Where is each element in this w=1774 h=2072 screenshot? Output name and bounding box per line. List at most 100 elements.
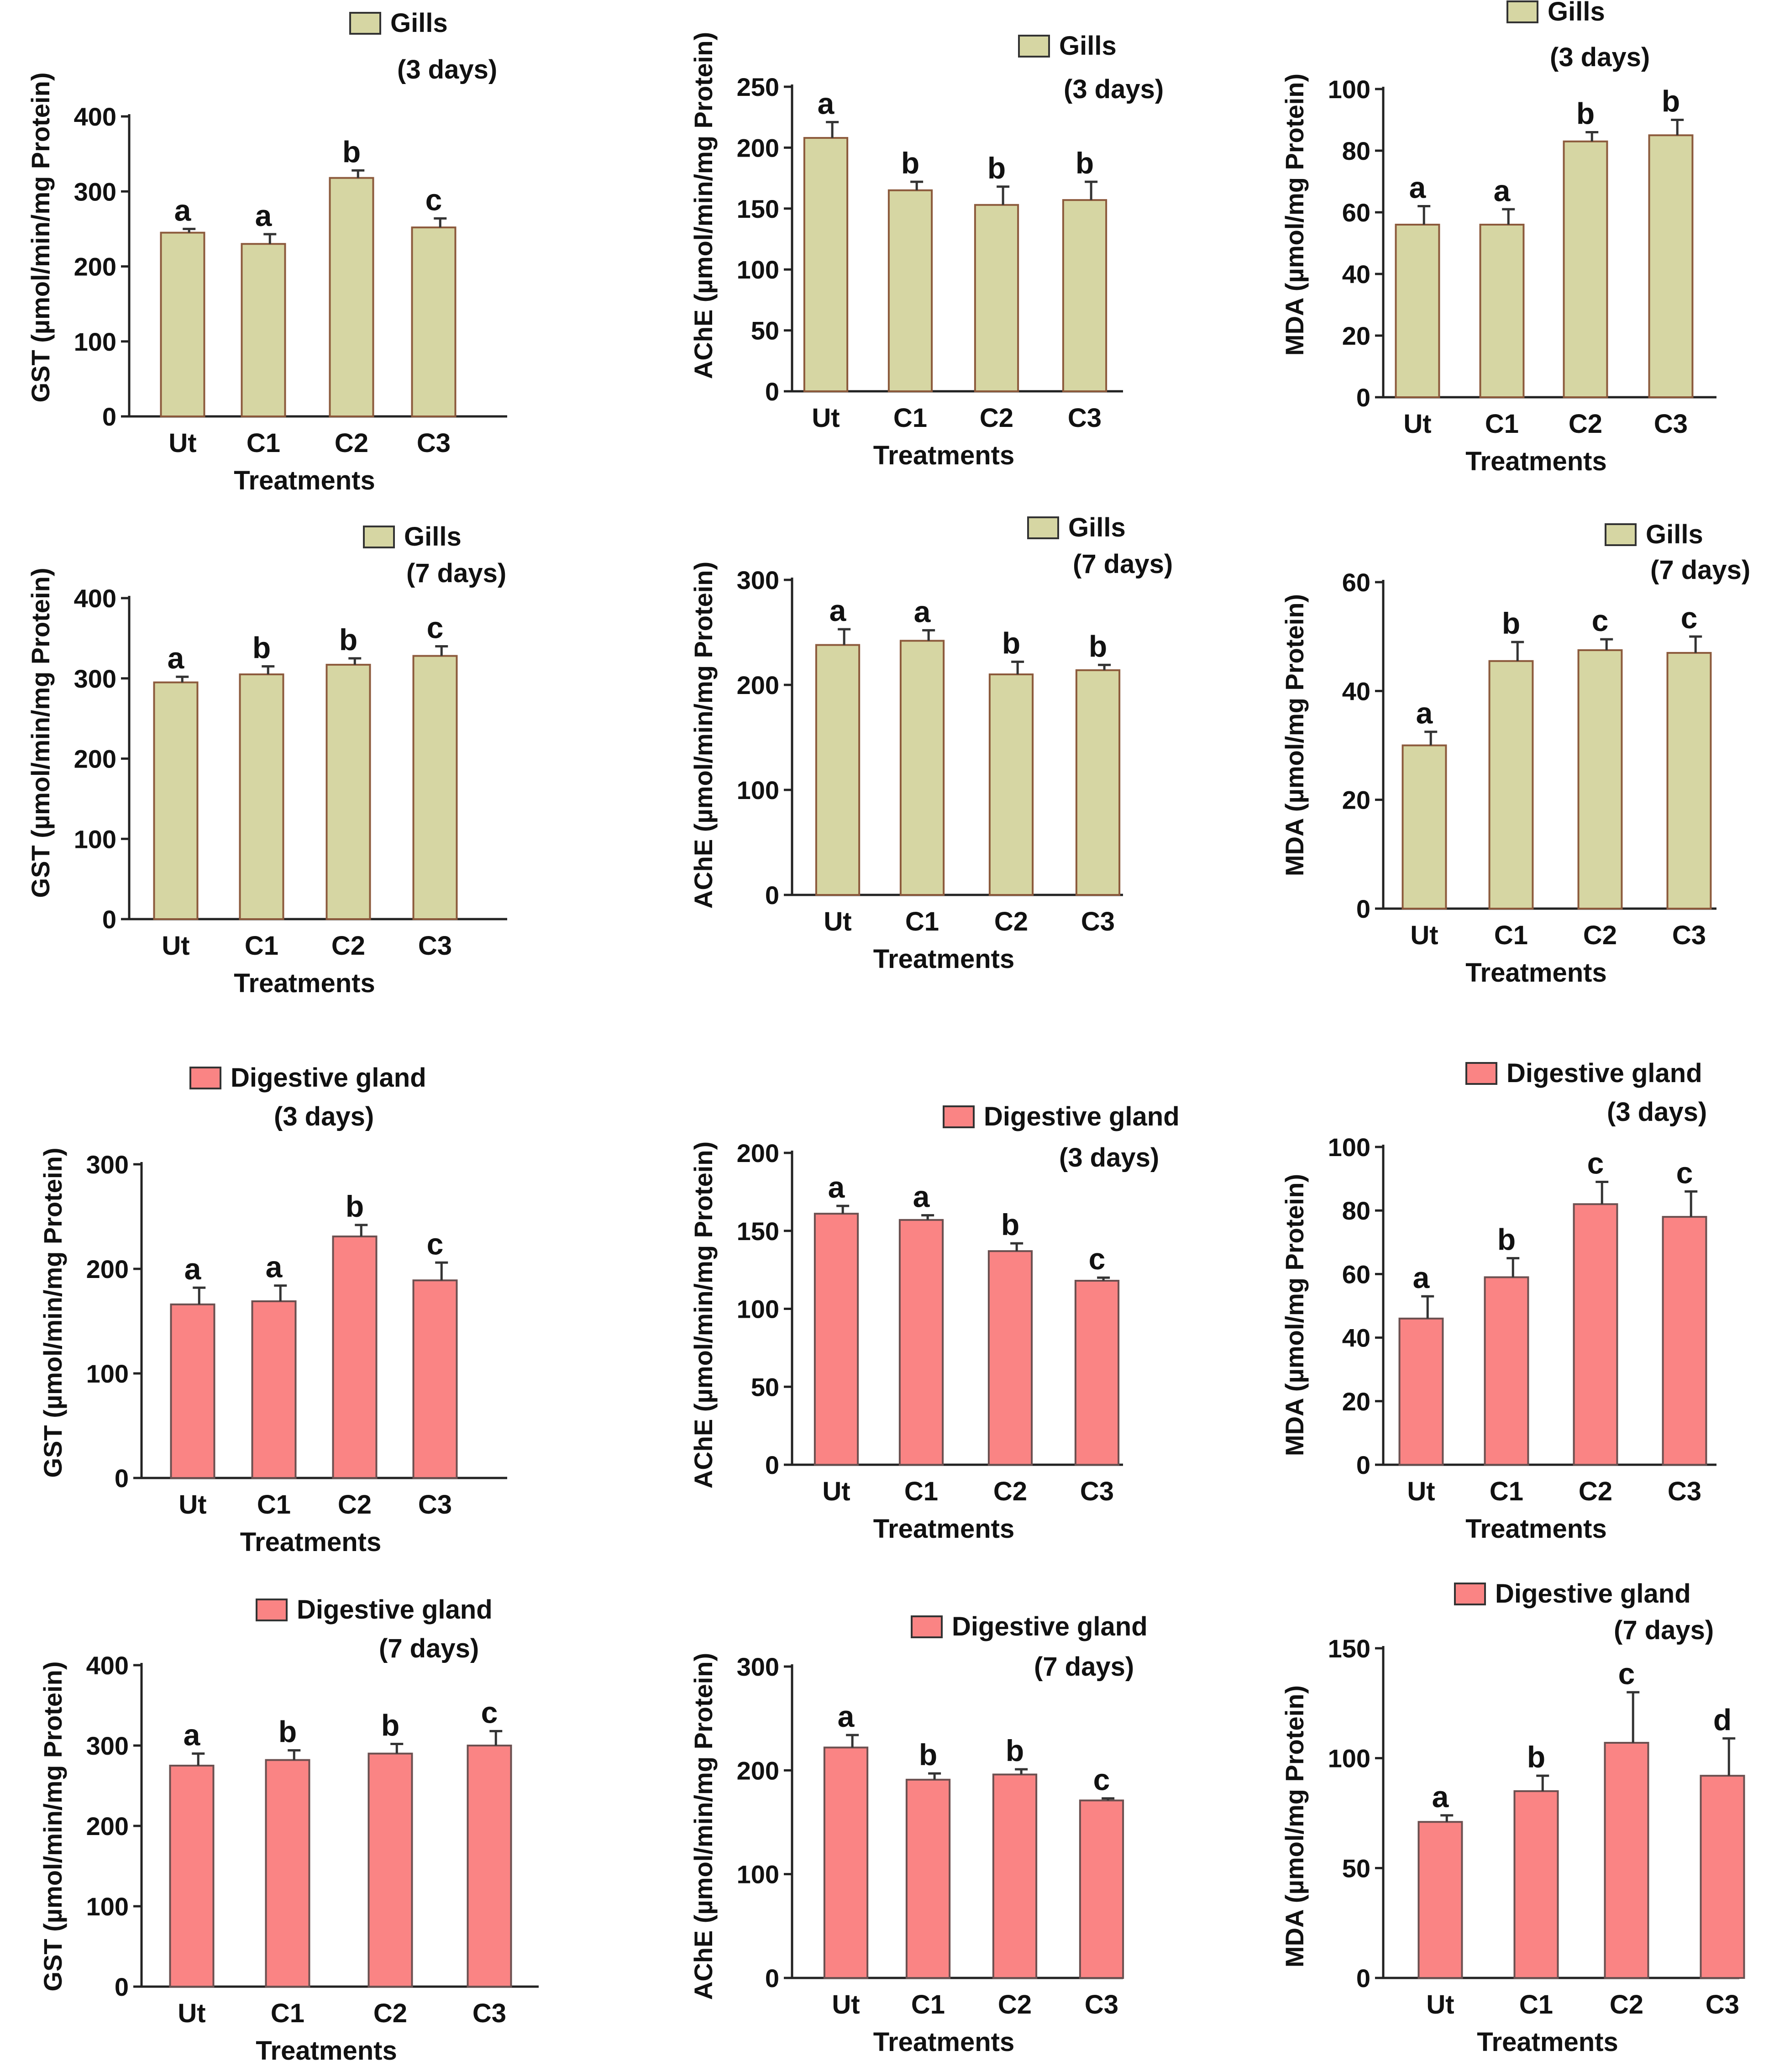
legend-label: Digestive gland [231, 1063, 426, 1093]
significance-letter: a [818, 86, 835, 120]
significance-letter: c [1681, 601, 1698, 635]
chart-panel-10: 0 100 200 300 400 a Ut b C1 b C2 c C3 Treatments GST (… [38, 1595, 539, 2066]
bar-C1 [905, 1778, 951, 1979]
y-tick-label: 200 [74, 745, 116, 773]
y-tick-label: 200 [74, 252, 116, 281]
bar-Ut [1398, 1317, 1444, 1466]
legend-period: (7 days) [406, 558, 506, 588]
x-tick-label: Ut [1426, 1990, 1454, 2019]
x-tick-label: C3 [1706, 1990, 1739, 2019]
x-tick-label: C1 [911, 1990, 945, 2019]
legend-swatch [189, 1067, 221, 1089]
significance-letter: c [427, 1227, 444, 1261]
x-tick-label: C2 [998, 1990, 1032, 2019]
x-tick-label: C3 [472, 1998, 506, 2028]
legend-swatch [1018, 35, 1050, 58]
legend-label: Gills [404, 522, 462, 552]
significance-letter: a [829, 594, 847, 627]
significance-letter: b [1527, 1740, 1545, 1774]
y-tick-label: 0 [1356, 383, 1370, 412]
y-tick-label: 400 [74, 584, 116, 613]
bar-C3 [412, 1279, 458, 1479]
x-axis-title: Treatments [1477, 2027, 1618, 2057]
bar-C3 [411, 226, 457, 417]
x-tick-label: C1 [1490, 1477, 1523, 1506]
y-tick-label: 0 [765, 1451, 779, 1479]
significance-letter: b [1089, 629, 1107, 663]
chart-panel-2: 0 50 100 150 200 250 a Ut b C1 b C2 b C3 Treatments ACh… [689, 31, 1164, 470]
y-tick-label: 0 [1356, 894, 1370, 923]
y-tick-label: 50 [1342, 1854, 1370, 1883]
bar-C1 [887, 189, 933, 392]
bar-C2 [988, 673, 1034, 896]
legend-swatch [1506, 0, 1538, 23]
bar-C1 [1484, 1276, 1529, 1466]
x-axis-title: Treatments [234, 466, 375, 495]
bar-C1 [1513, 1790, 1559, 1979]
legend-period: (7 days) [1073, 549, 1173, 579]
x-tick-label: C1 [245, 931, 278, 961]
bar-C3 [1666, 652, 1712, 910]
legend-swatch [1605, 523, 1637, 546]
legend-swatch [349, 12, 381, 35]
x-tick-label: C3 [1068, 403, 1102, 433]
significance-letter: a [184, 1252, 202, 1286]
significance-letter: b [1502, 606, 1520, 640]
legend-label: Gills [1059, 31, 1117, 61]
x-tick-label: C3 [1668, 1477, 1701, 1506]
x-tick-label: C1 [271, 1998, 304, 2028]
y-tick-label: 300 [86, 1150, 129, 1179]
x-tick-label: C3 [1085, 1990, 1118, 2019]
significance-letter: a [914, 594, 931, 628]
x-axis-title: Treatments [240, 1527, 381, 1557]
bar-Ut [169, 1765, 215, 1988]
y-tick-label: 80 [1342, 1196, 1370, 1225]
y-axis-title: MDA (µmol/mg Protein) [1280, 1685, 1309, 1967]
y-tick-label: 0 [102, 402, 116, 431]
bar-C2 [974, 204, 1019, 392]
bar-C2 [332, 1236, 378, 1479]
x-axis-title: Treatments [873, 1514, 1014, 1544]
x-axis-title: Treatments [1465, 1514, 1606, 1544]
x-tick-label: C2 [993, 1477, 1027, 1506]
y-tick-label: 60 [1342, 568, 1370, 597]
bar-C3 [1075, 669, 1121, 896]
x-tick-label: C2 [1610, 1990, 1643, 2019]
chart-panel-3: 0 20 40 60 80 100 a Ut a C1 b C2 b C3 Treatments MDA (µ… [1280, 0, 1716, 476]
x-tick-label: C2 [335, 428, 368, 458]
y-tick-label: 300 [737, 566, 779, 594]
y-tick-label: 0 [765, 881, 779, 910]
bar-C1 [241, 243, 286, 417]
y-tick-label: 300 [737, 1652, 779, 1681]
significance-letter: b [901, 146, 919, 180]
bar-Ut [823, 1746, 869, 1979]
x-axis-title: Treatments [256, 2036, 397, 2066]
bar-C2 [1604, 1741, 1649, 1979]
x-tick-label: Ut [178, 1998, 205, 2028]
x-tick-label: C2 [1569, 409, 1602, 439]
x-tick-label: C1 [904, 1477, 938, 1506]
significance-letter: b [1002, 626, 1020, 660]
x-tick-label: Ut [832, 1990, 860, 2019]
chart-panel-9: 0 20 40 60 80 100 a Ut b C1 c C2 c C3 Treatments MDA (µ… [1280, 1058, 1716, 1544]
significance-letter: b [252, 631, 271, 664]
bar-C2 [1563, 140, 1608, 398]
significance-letter: c [1093, 1763, 1110, 1797]
legend-label: Gills [1548, 0, 1605, 26]
significance-letter: a [828, 1170, 845, 1204]
significance-letter: c [1618, 1657, 1635, 1690]
x-tick-label: C1 [257, 1490, 291, 1520]
legend-period: (3 days) [1550, 42, 1650, 72]
significance-letter: b [987, 151, 1006, 185]
significance-letter: a [255, 199, 273, 232]
significance-letter: c [1587, 1146, 1604, 1180]
x-axis-title: Treatments [1465, 958, 1606, 988]
y-tick-label: 0 [765, 377, 779, 406]
y-tick-label: 200 [737, 133, 779, 162]
x-tick-label: C3 [1080, 1477, 1114, 1506]
y-tick-label: 0 [765, 1964, 779, 1993]
significance-letter: b [1076, 146, 1094, 180]
significance-letter: d [1713, 1703, 1732, 1736]
x-tick-label: Ut [178, 1490, 206, 1520]
y-tick-label: 0 [115, 1464, 129, 1493]
